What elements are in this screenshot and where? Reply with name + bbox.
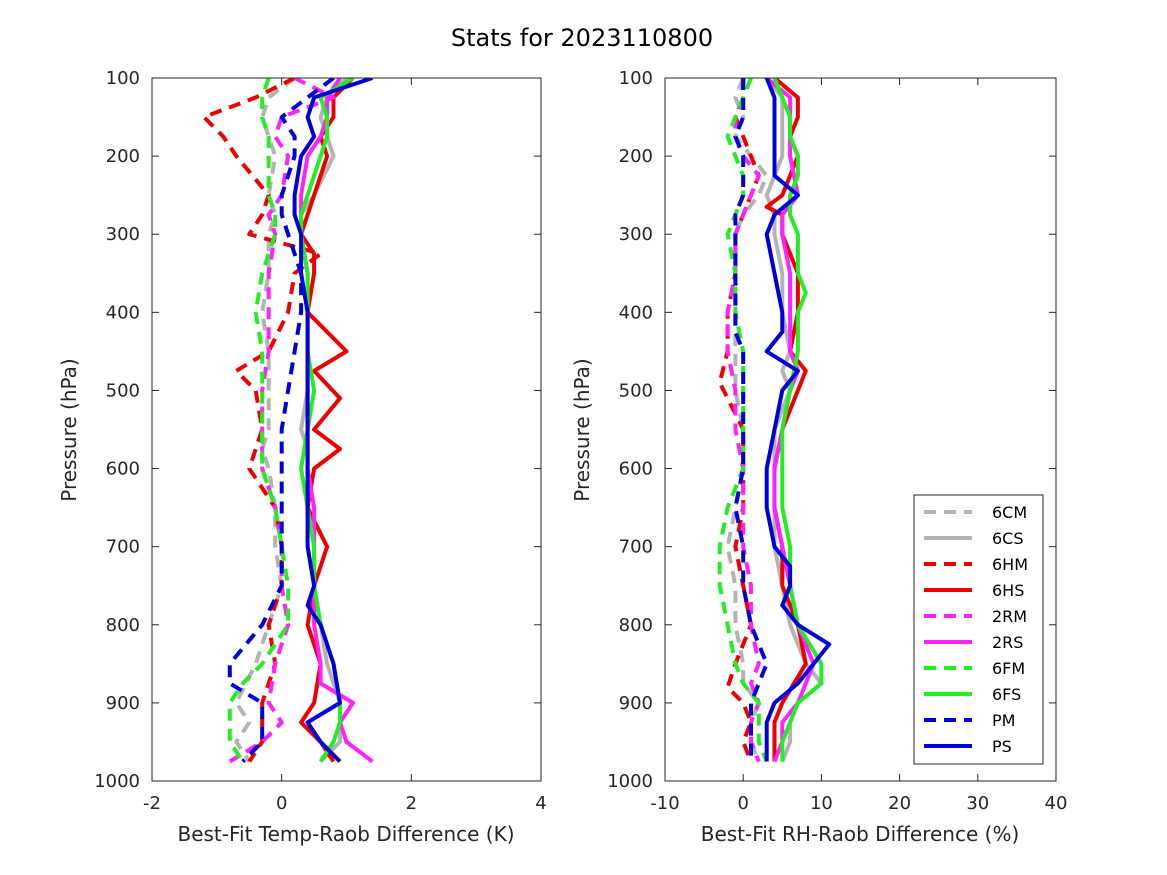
y-axis-label-temp: Pressure (hPa) [57,358,81,501]
y-tick-label-rh: 300 [619,224,653,245]
x-axis-label-rh: Best-Fit RH-Raob Difference (%) [701,822,1020,846]
legend-label-6hm: 6HM [992,555,1028,574]
y-tick-label-rh: 600 [619,459,653,480]
x-tick-label-rh: 20 [888,793,911,814]
legend-label-6hs: 6HS [992,581,1024,600]
legend-label-2rm: 2RM [992,607,1027,626]
series-line-ps-rh [764,78,832,762]
series-line-2rm-temp [228,78,336,764]
legend-entries: 6CM 6CS 6HM 6HS 2RM 2RS 6FM 6FS PM PS [924,503,1028,756]
series-line-pm-temp [227,78,335,763]
x-tick-label-temp: 0 [276,793,287,814]
series-group-temp [201,78,374,764]
y-tick-label-rh: 1000 [607,771,653,792]
x-tick-label-rh: 0 [737,793,748,814]
series-line-6cs-rh [764,78,824,763]
y-axis-label-rh: Pressure (hPa) [570,358,594,501]
chart-title: Stats for 2023110800 [451,24,713,52]
legend-label-6fm: 6FM [992,659,1025,678]
series-line-6fs-rh [772,78,824,762]
series-line-6cm-temp [234,78,296,763]
legend: 6CM 6CS 6HM 6HS 2RM 2RS 6FM 6FS PM PS [913,494,1044,765]
x-tick-label-rh: 40 [1045,793,1068,814]
y-tick-label-temp: 300 [106,224,140,245]
series-line-6cm-rh [725,78,769,763]
y-tick-label-temp: 400 [106,302,140,323]
series-line-6hm-rh [717,78,761,763]
legend-label-pm: PM [992,711,1015,730]
series-line-6cs-temp [299,78,348,763]
y-tick-label-temp: 900 [106,693,140,714]
plot-frame-temp [151,77,542,782]
legend-label-ps: PS [992,737,1012,756]
y-tick-label-rh: 700 [619,537,653,558]
x-axis-label-temp: Best-Fit Temp-Raob Difference (K) [177,822,514,846]
y-tick-label-temp: 1000 [94,771,140,792]
x-tick-label-temp: 4 [535,793,546,814]
x-tick-label-temp: 2 [406,793,417,814]
y-tick-label-temp: 700 [106,537,140,558]
plot-frame-rh [664,77,1057,782]
series-line-pm-rh [733,78,769,762]
axes-rh: -10 0 10 20 30 40 100 200 300 400 500 600 700 800 900 1… [607,68,1067,814]
legend-label-6cs: 6CS [992,529,1024,548]
x-tick-label-temp: -2 [143,793,161,814]
y-tick-label-temp: 500 [106,380,140,401]
y-tick-label-rh: 400 [619,302,653,323]
y-tick-label-rh: 500 [619,380,653,401]
series-line-ps-temp [292,78,374,763]
series-line-6fm-rh [717,78,769,763]
legend-label-2rs: 2RS [992,633,1023,652]
y-tick-label-temp: 100 [106,68,140,89]
panel-rh: -10 0 10 20 30 40 100 200 300 400 500 600 700 800 900 1… [570,68,1067,846]
series-line-6hm-temp [201,78,323,763]
x-tick-label-rh: 30 [966,793,989,814]
series-group-rh [717,78,832,763]
y-tick-label-rh: 200 [619,146,653,167]
y-tick-label-rh: 100 [619,68,653,89]
x-tick-label-rh: 10 [810,793,833,814]
panel-temp: -2 0 2 4 100 200 300 400 500 600 700 800 900 1000 Bes… [57,68,547,846]
y-tick-label-temp: 800 [106,615,140,636]
x-tick-label-rh: -10 [650,793,679,814]
axes-temp: -2 0 2 4 100 200 300 400 500 600 700 800 900 1000 [94,68,547,814]
y-tick-label-rh: 900 [619,693,653,714]
y-tick-label-temp: 600 [106,459,140,480]
legend-label-6cm: 6CM [992,503,1027,522]
legend-box [913,494,1044,765]
legend-label-6fs: 6FS [992,685,1021,704]
y-tick-label-rh: 800 [619,615,653,636]
y-tick-label-temp: 200 [106,146,140,167]
